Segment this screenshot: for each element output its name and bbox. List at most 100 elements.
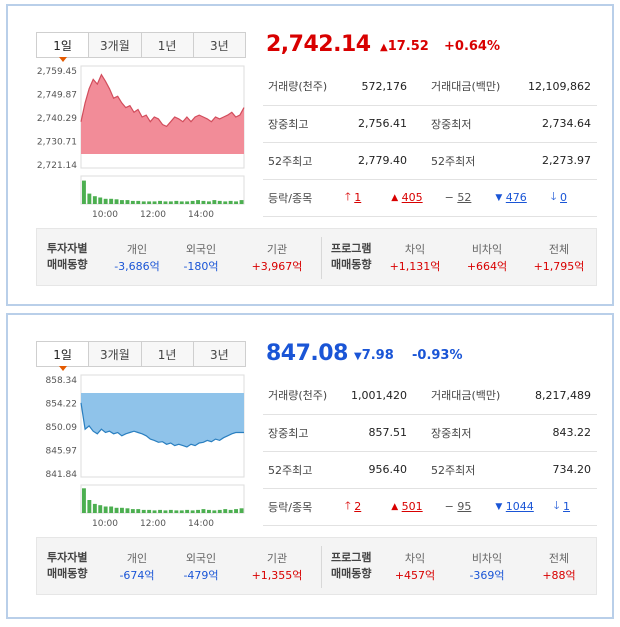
low-value: 2,734.64 [501, 105, 597, 143]
tab-3month[interactable]: 3개월 [89, 342, 142, 366]
tab-3year[interactable]: 3년 [210, 38, 229, 53]
change-percent: +0.64% [444, 39, 500, 54]
x-tick-label: 10:00 [92, 210, 118, 220]
foreign-col: 외국인 -479억 [171, 550, 231, 584]
x-tick-label: 14:00 [188, 519, 214, 529]
volume-bar [87, 500, 92, 513]
table-row: 거래량(천주) 572,176 거래대금(백만) 12,109,862 [263, 68, 597, 106]
change-amount: 17.52 [387, 39, 429, 54]
foreign-col: 외국인 -180억 [171, 241, 231, 275]
individual-value: -674억 [119, 569, 155, 582]
fall-triangle-icon: ▼ [495, 192, 503, 203]
volume-bar [239, 508, 244, 513]
investor-title-line1: 투자자별 [47, 551, 88, 564]
table-row: 52주최고 2,779.40 52주최저 2,273.97 [263, 142, 597, 180]
updown-label: 등락/종목 [263, 488, 333, 526]
w52-high-label: 52주최고 [263, 451, 333, 489]
updown-counts: 🡑 1 ▲ 405 − 52 ▼ 476 🡓 0 [333, 179, 597, 217]
volume-bar [190, 510, 195, 513]
updown-counts: 🡑 2 ▲ 501 − 95 ▼ 1044 🡓 1 [333, 488, 597, 526]
volume-bar [92, 503, 97, 513]
kosdaq-panel: 1일 3개월 1년 3년 858.34 854.22 850.09 845.97 841… [6, 313, 614, 619]
tab-3month[interactable]: 3개월 [89, 33, 142, 57]
tab-1year[interactable]: 1년 [142, 33, 194, 57]
volume-bar [228, 509, 233, 513]
flat-count[interactable]: − 95 [445, 500, 472, 513]
volume-bar [109, 198, 114, 204]
volume-bar [114, 199, 119, 204]
tab-3year[interactable]: 3년 [210, 347, 229, 362]
volume-bar [212, 200, 217, 204]
program-title-line2: 매매동향 [331, 567, 372, 580]
program-title-line1: 프로그램 [331, 551, 372, 564]
lower-limit-value: 1 [563, 500, 571, 513]
rise-count[interactable]: ▲ 501 [391, 500, 422, 513]
upper-limit-value: 2 [354, 500, 362, 513]
tab-1year[interactable]: 1년 [142, 342, 194, 366]
tab-1day[interactable]: 1일 [37, 33, 90, 62]
nonarbitrage-value: +664억 [466, 260, 508, 273]
y-tick-label: 2,730.71 [37, 138, 77, 148]
table-row: 등락/종목 🡑 2 ▲ 501 − 95 ▼ 1044 🡓 1 [263, 488, 597, 526]
x-tick-label: 14:00 [188, 210, 214, 220]
rise-count[interactable]: ▲ 405 [391, 191, 422, 204]
low-label: 장중최저 [415, 414, 501, 452]
program-total-label: 전체 [548, 243, 570, 256]
amount-value: 12,109,862 [501, 68, 597, 106]
volume-bar [207, 201, 211, 204]
y-tick-label: 858.34 [46, 376, 78, 386]
updown-label: 등락/종목 [263, 179, 333, 217]
volume-bar [185, 201, 190, 204]
arbitrage-label: 차익 [404, 552, 426, 565]
volume-bar [92, 196, 97, 204]
fall-count[interactable]: ▼ 476 [495, 191, 526, 204]
nonarbitrage-label: 비차익 [471, 552, 503, 565]
fall-count[interactable]: ▼ 1044 [495, 500, 533, 513]
upper-limit-count[interactable]: 🡑 2 [345, 497, 361, 516]
nonarbitrage-col: 비차익 +664억 [457, 241, 517, 275]
stats-table: 거래량(천주) 572,176 거래대금(백만) 12,109,862 장중최고… [263, 68, 597, 217]
volume-bar [158, 509, 162, 513]
program-total-value: +88억 [542, 569, 576, 582]
flat-count[interactable]: − 52 [445, 191, 472, 204]
volume-bar [103, 506, 108, 513]
volume-bar [109, 506, 114, 513]
lower-limit-arrow-icon: 🡓 [550, 190, 557, 203]
foreign-label: 외국인 [185, 243, 217, 256]
lower-limit-count[interactable]: 🡓 1 [554, 497, 570, 516]
volume-value: 572,176 [333, 68, 415, 106]
y-tick-label: 2,721.14 [37, 161, 77, 171]
individual-col: 개인 -3,686억 [107, 241, 167, 275]
lower-limit-value: 0 [560, 191, 568, 204]
table-row: 장중최고 2,756.41 장중최저 2,734.64 [263, 105, 597, 143]
amount-label: 거래대금(백만) [415, 377, 501, 415]
change-percent: -0.93% [412, 348, 463, 363]
lower-limit-count[interactable]: 🡓 0 [551, 188, 567, 207]
foreign-value: -180억 [183, 260, 219, 273]
volume-bar [98, 505, 103, 513]
intraday-chart: 2,759.45 2,749.87 2,740.29 2,730.71 2,721.14… [37, 65, 245, 220]
volume-bar [196, 200, 200, 204]
program-total-label: 전체 [548, 552, 570, 565]
price-area [81, 74, 244, 154]
volume-bar [168, 509, 173, 513]
w52-high-label: 52주최고 [263, 142, 333, 180]
y-tick-label: 845.97 [46, 447, 78, 457]
high-value: 857.51 [333, 414, 415, 452]
volume-bar [82, 488, 86, 513]
high-label: 장중최고 [263, 105, 333, 143]
w52-high-value: 2,779.40 [333, 142, 415, 180]
flat-dash-icon: − [444, 191, 454, 204]
upper-limit-count[interactable]: 🡑 1 [345, 188, 361, 207]
program-total-col: 전체 +88억 [529, 550, 589, 584]
institution-label: 기관 [266, 243, 288, 256]
rise-triangle-icon: ▲ [391, 192, 399, 203]
divider [321, 546, 322, 588]
high-label: 장중최고 [263, 414, 333, 452]
volume-bar [147, 509, 152, 513]
volume-bar [174, 510, 179, 513]
y-tick-label: 841.84 [46, 470, 78, 480]
volume-bar [136, 200, 141, 204]
volume-value: 1,001,420 [333, 377, 415, 415]
tab-1day[interactable]: 1일 [37, 342, 90, 371]
